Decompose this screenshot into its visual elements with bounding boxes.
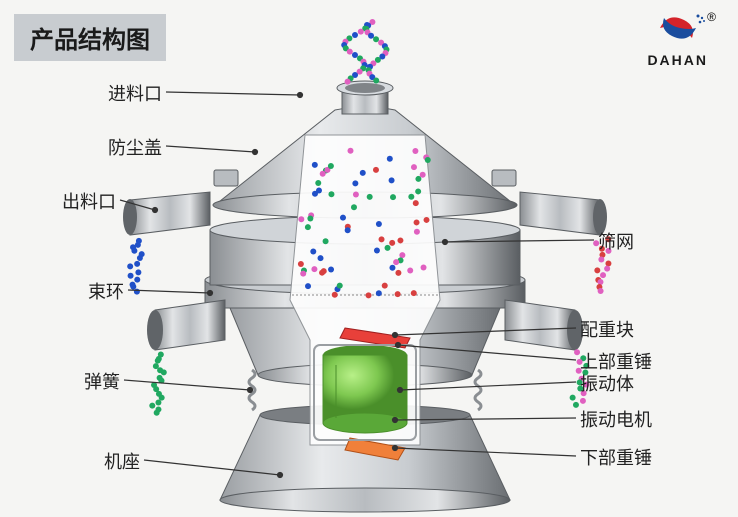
diagram-label: 配重块 <box>580 316 634 342</box>
diagram-label: 防尘盖 <box>108 134 162 160</box>
feed-inlet <box>337 81 393 114</box>
diagram-label: 束环 <box>88 278 124 304</box>
diagram-label: 弹簧 <box>84 368 120 394</box>
diagram-label: 出料口 <box>62 188 116 214</box>
diagram-label: 进料口 <box>108 80 162 106</box>
diagram-label: 振动电机 <box>580 406 652 432</box>
diagram-label: 振动体 <box>580 370 634 396</box>
diagram-label: 筛网 <box>598 228 634 254</box>
structure-diagram <box>0 0 738 517</box>
diagram-label: 下部重锤 <box>580 444 652 470</box>
diagram-label: 机座 <box>104 448 140 474</box>
cutaway-interior <box>290 135 440 460</box>
